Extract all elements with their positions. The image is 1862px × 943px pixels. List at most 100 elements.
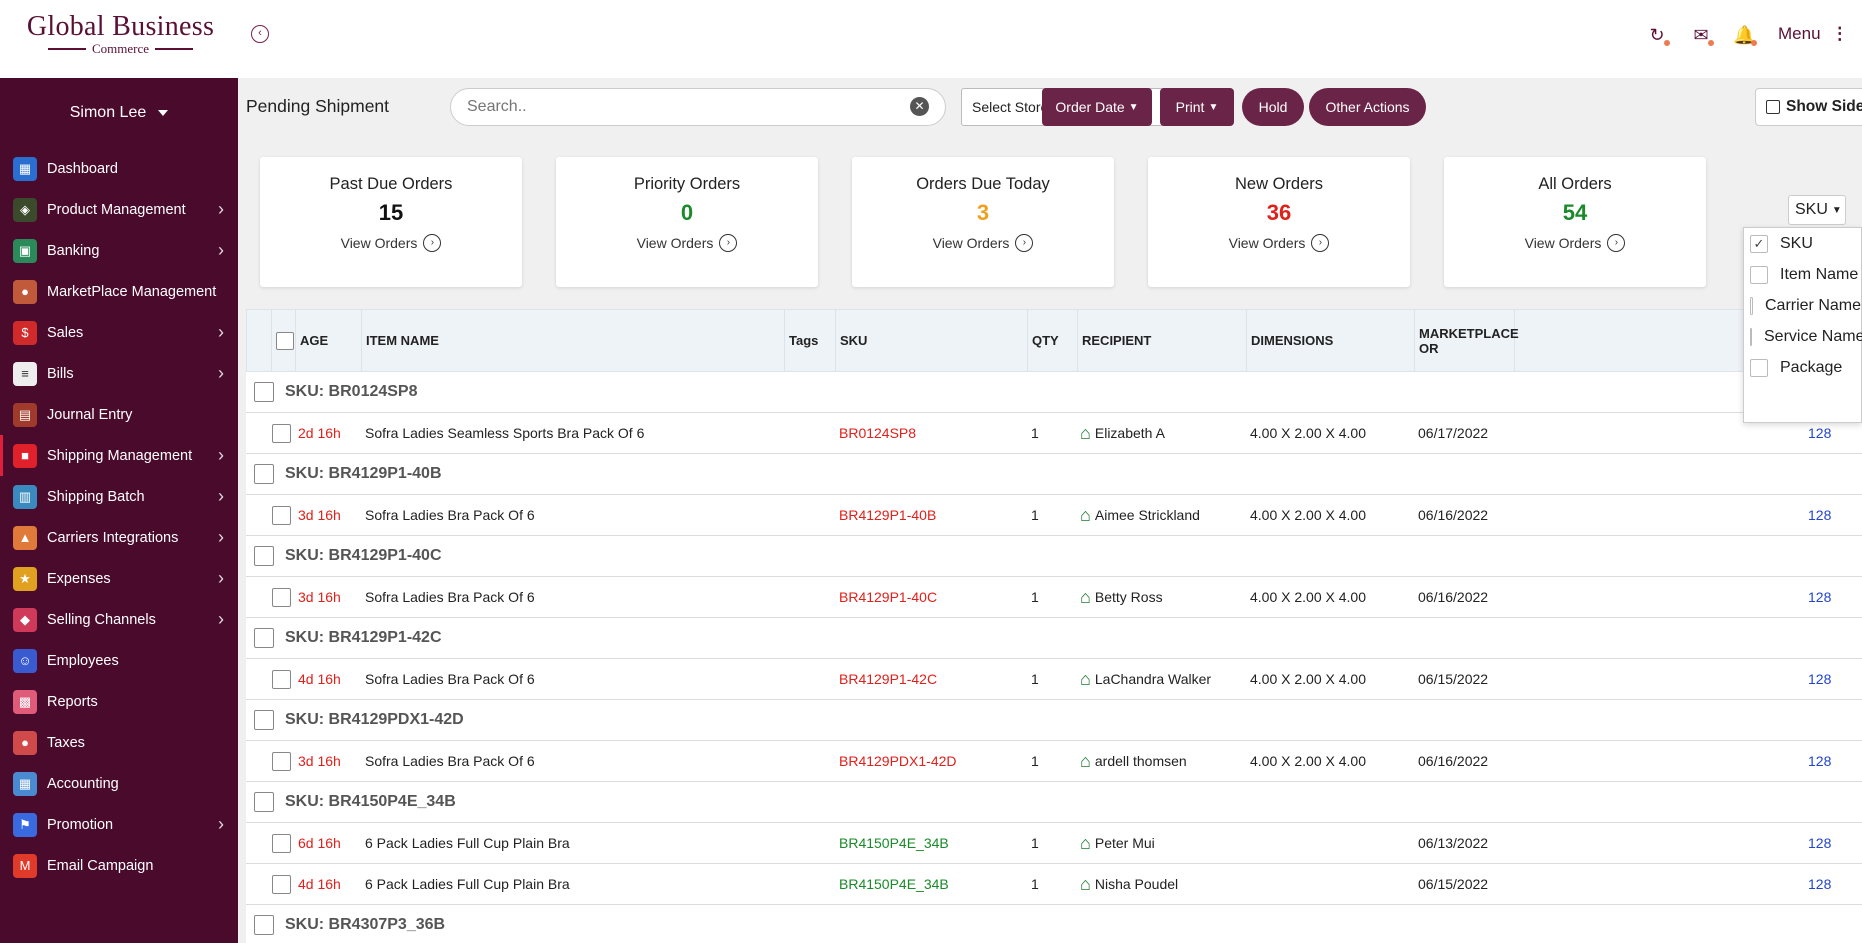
date-cell: 06/17/2022: [1418, 425, 1489, 441]
home-icon: ⌂: [1080, 750, 1091, 771]
column-header-recipient[interactable]: RECIPIENT: [1078, 310, 1247, 371]
sidebar-item-carriers-integrations[interactable]: ▲ Carriers Integrations ›: [0, 517, 238, 558]
show-side-toggle[interactable]: Show Side: [1755, 88, 1862, 126]
group-label: SKU: BR0124SP8: [285, 383, 418, 400]
group-row: SKU: BR4150P4E_34B: [246, 782, 1862, 823]
search-input[interactable]: [450, 88, 946, 126]
group-row: SKU: BR4129P1-40C: [246, 536, 1862, 577]
group-by-option[interactable]: ✓ SKU: [1744, 228, 1861, 259]
order-number-cell[interactable]: 128: [1808, 876, 1832, 892]
order-number-cell[interactable]: 128: [1808, 753, 1832, 769]
group-checkbox[interactable]: [254, 628, 274, 648]
print-button[interactable]: Print ▼: [1160, 88, 1234, 126]
group-row: SKU: BR4129P1-42C: [246, 618, 1862, 659]
sidebar-item-reports[interactable]: ▩ Reports: [0, 681, 238, 722]
age-cell: 3d 16h: [298, 589, 341, 605]
user-menu[interactable]: Simon Lee: [0, 78, 238, 148]
sidebar-nav: ▦ Dashboard ◈ Product Management › ▣ Banking › ●…: [0, 148, 238, 886]
view-orders-link[interactable]: View Orders ›: [556, 234, 818, 252]
order-number-cell[interactable]: 128: [1808, 425, 1832, 441]
column-header-tags[interactable]: Tags: [785, 310, 836, 371]
sidebar-item-email-campaign[interactable]: M Email Campaign: [0, 845, 238, 886]
sidebar-item-shipping-batch[interactable]: ▥ Shipping Batch ›: [0, 476, 238, 517]
table-row[interactable]: 3d 16h Sofra Ladies Bra Pack Of 6 BR4129P1…: [246, 577, 1862, 618]
table-row[interactable]: 3d 16h Sofra Ladies Bra Pack Of 6 BR4129PD…: [246, 741, 1862, 782]
sidebar-item-banking[interactable]: ▣ Banking ›: [0, 230, 238, 271]
clear-search-icon[interactable]: ✕: [910, 97, 929, 116]
table-row[interactable]: 4d 16h 6 Pack Ladies Full Cup Plain Bra BR…: [246, 864, 1862, 905]
group-by-option-label: Carrier Name: [1764, 296, 1861, 314]
sidebar-item-expenses[interactable]: ★ Expenses ›: [0, 558, 238, 599]
view-orders-link[interactable]: View Orders ›: [260, 234, 522, 252]
column-header-item-name[interactable]: ITEM NAME: [362, 310, 785, 371]
row-checkbox[interactable]: [272, 833, 291, 853]
table-row[interactable]: 2d 16h Sofra Ladies Seamless Sports Bra P…: [246, 413, 1862, 454]
sidebar-item-dashboard[interactable]: ▦ Dashboard: [0, 148, 238, 189]
row-checkbox[interactable]: [272, 669, 291, 689]
row-checkbox[interactable]: [272, 423, 291, 443]
view-orders-link[interactable]: View Orders ›: [1148, 234, 1410, 252]
column-header-dimensions[interactable]: DIMENSIONS: [1247, 310, 1415, 371]
group-checkbox[interactable]: [254, 382, 274, 402]
group-by-select[interactable]: SKU ▼: [1788, 195, 1846, 225]
option-checkbox[interactable]: [1750, 296, 1753, 315]
view-orders-link[interactable]: View Orders ›: [1444, 234, 1706, 252]
option-checkbox[interactable]: [1750, 265, 1768, 284]
hold-button[interactable]: Hold: [1242, 88, 1304, 126]
sidebar-item-product-management[interactable]: ◈ Product Management ›: [0, 189, 238, 230]
row-checkbox[interactable]: [272, 874, 291, 894]
sidebar-item-promotion[interactable]: ⚑ Promotion ›: [0, 804, 238, 845]
show-side-checkbox[interactable]: [1766, 100, 1780, 114]
kebab-icon: ⋮: [1831, 24, 1849, 43]
sync-icon[interactable]: ↻: [1646, 24, 1670, 46]
column-header-qty[interactable]: QTY: [1028, 310, 1078, 371]
sidebar-item-label: Bills: [47, 365, 74, 382]
table-row[interactable]: 3d 16h Sofra Ladies Bra Pack Of 6 BR4129P1…: [246, 495, 1862, 536]
order-number-cell[interactable]: 128: [1808, 835, 1832, 851]
order-number-cell[interactable]: 128: [1808, 671, 1832, 687]
bell-icon[interactable]: 🔔: [1733, 25, 1757, 46]
sidebar-item-marketplace-management[interactable]: ● MarketPlace Management: [0, 271, 238, 312]
order-date-button[interactable]: Order Date ▼: [1042, 88, 1152, 126]
column-header-age[interactable]: AGE: [296, 310, 362, 371]
mail-icon[interactable]: ✉: [1690, 24, 1714, 46]
option-checkbox[interactable]: [1750, 327, 1752, 346]
group-checkbox[interactable]: [254, 792, 274, 812]
option-checkbox[interactable]: [1750, 358, 1768, 377]
sidebar-item-shipping-management[interactable]: ■ Shipping Management ›: [0, 435, 238, 476]
sidebar-item-employees[interactable]: ☺ Employees: [0, 640, 238, 681]
header-checkbox-cell: [271, 310, 296, 371]
table-row[interactable]: 6d 16h 6 Pack Ladies Full Cup Plain Bra BR…: [246, 823, 1862, 864]
other-actions-button[interactable]: Other Actions: [1309, 88, 1426, 126]
group-by-option[interactable]: Package: [1744, 352, 1861, 383]
store-select-value: Select Store: [972, 99, 1049, 115]
column-header-sku[interactable]: SKU: [836, 310, 1028, 371]
order-number-cell[interactable]: 128: [1808, 507, 1832, 523]
group-checkbox[interactable]: [254, 464, 274, 484]
recipient-cell: ⌂ LaChandra Walker: [1080, 659, 1211, 699]
sidebar-item-taxes[interactable]: ● Taxes: [0, 722, 238, 763]
group-by-option[interactable]: Carrier Name: [1744, 290, 1861, 321]
row-checkbox[interactable]: [272, 587, 291, 607]
brand-logo[interactable]: Global Business Commerce: [18, 12, 223, 56]
menu-button[interactable]: Menu ⋮: [1778, 24, 1848, 44]
row-checkbox[interactable]: [272, 505, 291, 525]
select-all-checkbox[interactable]: [276, 331, 294, 350]
view-orders-link[interactable]: View Orders ›: [852, 234, 1114, 252]
group-checkbox[interactable]: [254, 710, 274, 730]
group-checkbox[interactable]: [254, 546, 274, 566]
sidebar-item-bills[interactable]: ≡ Bills ›: [0, 353, 238, 394]
sidebar-item-selling-channels[interactable]: ◆ Selling Channels ›: [0, 599, 238, 640]
group-checkbox[interactable]: [254, 915, 274, 935]
checkmark-icon[interactable]: ✓: [1750, 234, 1768, 253]
column-header-marketplace-or[interactable]: MARKETPLACE OR: [1415, 310, 1519, 371]
sidebar-item-sales[interactable]: $ Sales ›: [0, 312, 238, 353]
row-checkbox[interactable]: [272, 751, 291, 771]
sidebar-item-accounting[interactable]: ▦ Accounting: [0, 763, 238, 804]
table-row[interactable]: 4d 16h Sofra Ladies Bra Pack Of 6 BR4129P1…: [246, 659, 1862, 700]
collapse-sidebar-icon[interactable]: ‹: [251, 25, 269, 43]
group-by-option[interactable]: Item Name: [1744, 259, 1861, 290]
group-by-option[interactable]: Service Name: [1744, 321, 1862, 352]
sidebar-item-journal-entry[interactable]: ▤ Journal Entry: [0, 394, 238, 435]
order-number-cell[interactable]: 128: [1808, 589, 1832, 605]
